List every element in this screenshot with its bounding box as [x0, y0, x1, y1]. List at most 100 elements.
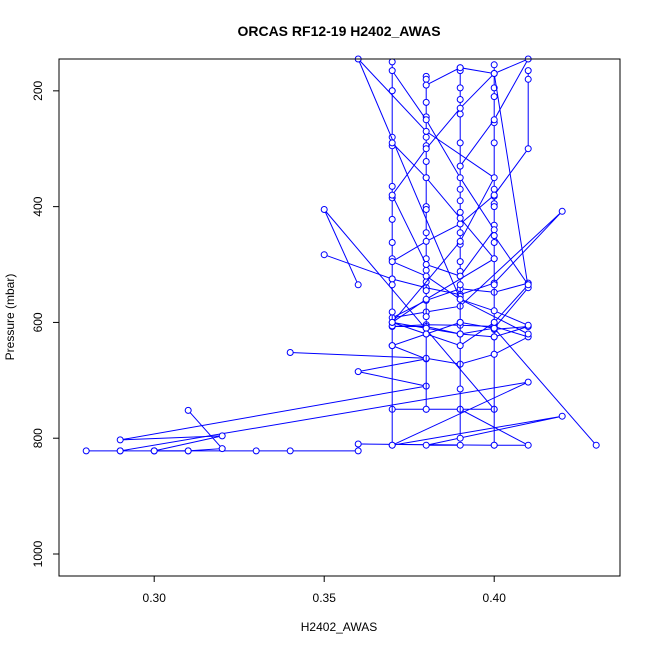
y-tick-label: 400 — [31, 196, 45, 216]
data-point — [524, 321, 532, 329]
x-tick-label: 0.30 — [143, 591, 167, 605]
x-axis: 0.30 0.35 0.40 — [143, 576, 507, 605]
data-point — [456, 174, 464, 182]
data-point — [490, 61, 498, 69]
chart-title: ORCAS RF12-19 H2402_AWAS — [237, 23, 440, 39]
data-point — [456, 434, 464, 442]
data-point — [456, 318, 464, 326]
data-point — [456, 139, 464, 147]
data-point — [456, 229, 464, 237]
data-point — [150, 447, 158, 455]
data-point — [422, 133, 430, 141]
data-point — [490, 174, 498, 182]
data-point — [388, 342, 396, 350]
x-tick-label: 0.35 — [313, 591, 337, 605]
data-point — [388, 318, 396, 326]
data-point — [456, 441, 464, 449]
data-point — [422, 324, 430, 332]
data-point — [218, 432, 226, 440]
data-point — [422, 127, 430, 135]
data-point — [422, 75, 430, 83]
series-line — [324, 210, 563, 319]
data-point — [422, 206, 430, 213]
data-point — [490, 324, 498, 332]
series-11 — [354, 55, 532, 338]
data-point — [286, 349, 294, 356]
x-tick-label: 0.40 — [483, 591, 507, 605]
y-tick-label: 600 — [31, 312, 45, 332]
data-point — [456, 342, 464, 350]
data-point — [456, 295, 464, 303]
data-point — [490, 255, 498, 263]
data-point — [388, 239, 396, 246]
data-point — [490, 333, 498, 341]
data-point — [456, 84, 464, 92]
plot-area — [82, 55, 600, 455]
data-point — [354, 281, 362, 289]
data-point — [388, 87, 396, 95]
data-point — [82, 447, 90, 455]
series-line — [290, 324, 530, 365]
data-point — [252, 447, 260, 455]
data-point — [490, 307, 498, 315]
data-point — [490, 203, 498, 211]
data-point — [456, 330, 464, 338]
data-point — [184, 447, 192, 455]
data-point — [524, 378, 532, 386]
data-point — [218, 445, 226, 453]
data-point — [388, 281, 396, 289]
series-3 — [320, 207, 566, 322]
data-point — [286, 447, 294, 455]
data-point — [422, 313, 430, 321]
data-point — [456, 185, 464, 193]
data-point — [422, 272, 430, 280]
series-line — [120, 321, 597, 452]
data-point — [388, 308, 396, 316]
plot-frame — [58, 58, 621, 577]
data-point — [456, 281, 464, 289]
data-point — [558, 207, 566, 215]
data-point — [524, 441, 532, 449]
data-point — [422, 287, 430, 295]
data-point — [490, 239, 498, 246]
data-point — [422, 145, 430, 153]
data-point — [490, 226, 498, 234]
series-4 — [388, 58, 396, 449]
data-point — [354, 447, 362, 455]
data-point — [422, 266, 430, 274]
data-point — [388, 215, 396, 223]
data-point — [422, 158, 430, 165]
data-point — [456, 214, 464, 222]
series-line — [357, 58, 529, 335]
data-point — [456, 237, 464, 245]
series-5 — [422, 72, 430, 413]
data-point — [490, 84, 498, 92]
data-point — [388, 67, 396, 75]
data-point — [354, 368, 362, 376]
data-point — [456, 258, 464, 266]
data-point — [490, 93, 498, 101]
data-point — [422, 237, 430, 245]
data-point — [388, 441, 396, 449]
data-point — [388, 139, 396, 147]
data-point — [456, 220, 464, 228]
data-point — [490, 232, 498, 240]
data-point — [524, 330, 532, 338]
data-point — [116, 447, 124, 455]
y-tick-label: 800 — [31, 428, 45, 448]
data-point — [490, 116, 498, 124]
data-point — [184, 406, 192, 414]
data-point — [422, 81, 430, 89]
data-point — [456, 96, 464, 103]
x-axis-label: H2402_AWAS — [301, 620, 377, 634]
data-point — [490, 191, 498, 199]
y-tick-label: 200 — [31, 81, 45, 101]
y-axis-label: Pressure (mbar) — [3, 274, 17, 361]
data-point — [388, 58, 396, 66]
y-axis: 200 400 600 800 1000 — [31, 81, 59, 567]
data-point — [388, 258, 396, 266]
data-point — [116, 436, 124, 444]
data-point — [490, 70, 498, 77]
data-point — [456, 104, 464, 112]
